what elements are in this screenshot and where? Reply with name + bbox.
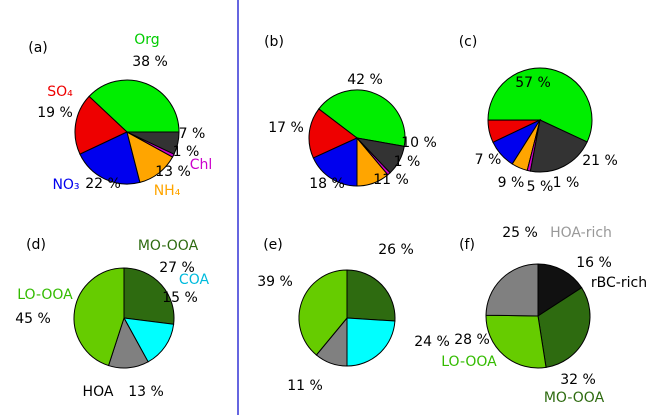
panel-label: (d) bbox=[26, 237, 46, 253]
value-label: 18 % bbox=[309, 176, 345, 192]
slice-name: COA bbox=[179, 272, 210, 288]
value-label: 7 % bbox=[475, 152, 502, 168]
pie-slice bbox=[487, 67, 593, 143]
pie-slice bbox=[123, 267, 175, 325]
value-label: 5 % bbox=[527, 179, 554, 195]
slice-name: NO₃ bbox=[52, 177, 79, 193]
panel-label: (a) bbox=[28, 40, 48, 56]
value-label: 24 % bbox=[414, 334, 450, 350]
value-label: 1 % bbox=[553, 175, 580, 191]
value-label: 25 % bbox=[502, 225, 538, 241]
slice-name: NH₄ bbox=[154, 183, 181, 199]
slice-name: HOA-rich bbox=[550, 225, 612, 241]
slice-name: HOA bbox=[83, 384, 114, 400]
slice-name: MO-OOA bbox=[544, 390, 605, 406]
value-label: 1 % bbox=[173, 144, 200, 160]
value-label: 21 % bbox=[582, 153, 618, 169]
pie-slice bbox=[318, 89, 406, 147]
pie-slice bbox=[355, 137, 405, 174]
slice-name: Org bbox=[134, 32, 159, 48]
panel-label: (e) bbox=[263, 237, 283, 253]
pie-slice bbox=[312, 137, 358, 187]
pie-slice bbox=[298, 269, 348, 356]
pie-slice bbox=[537, 263, 583, 317]
pie-slice bbox=[346, 317, 396, 367]
value-label: 17 % bbox=[268, 120, 304, 136]
value-label: 27 % bbox=[159, 260, 195, 276]
value-label: 38 % bbox=[132, 54, 168, 70]
pie-slice bbox=[529, 119, 588, 173]
value-label: 45 % bbox=[15, 311, 51, 327]
panel-label: (b) bbox=[264, 34, 284, 50]
value-label: 11 % bbox=[287, 378, 323, 394]
slice-name: Chl bbox=[190, 157, 213, 173]
pie-slice bbox=[485, 314, 547, 369]
value-label: 13 % bbox=[128, 384, 164, 400]
value-label: 10 % bbox=[401, 135, 437, 151]
slice-name: LO-OOA bbox=[441, 354, 497, 370]
value-label: 7 % bbox=[179, 126, 206, 142]
slice-name: SO₄ bbox=[47, 84, 73, 100]
slice-name: MO-OOA bbox=[138, 238, 199, 254]
pie-slice bbox=[126, 131, 180, 155]
value-label: 13 % bbox=[155, 164, 191, 180]
value-label: 9 % bbox=[498, 175, 525, 191]
pie-slice bbox=[88, 79, 180, 133]
value-label: 57 % bbox=[515, 75, 551, 91]
value-label: 16 % bbox=[576, 255, 612, 271]
value-label: 22 % bbox=[85, 176, 121, 192]
pie-slice bbox=[485, 263, 539, 317]
slice-name: rBC-rich bbox=[591, 275, 647, 291]
pie-slice bbox=[74, 95, 128, 155]
panel-label: (f) bbox=[459, 237, 475, 253]
pie-slice bbox=[308, 108, 358, 159]
value-label: 19 % bbox=[37, 105, 73, 121]
value-label: 28 % bbox=[454, 332, 490, 348]
value-label: 32 % bbox=[560, 372, 596, 388]
value-label: 39 % bbox=[257, 274, 293, 290]
value-label: 1 % bbox=[394, 154, 421, 170]
value-label: 26 % bbox=[378, 242, 414, 258]
pie-slice bbox=[346, 269, 396, 322]
pie-slice bbox=[79, 131, 141, 185]
pie-slice bbox=[73, 267, 125, 367]
value-label: 15 % bbox=[162, 290, 198, 306]
value-label: 42 % bbox=[347, 72, 383, 88]
value-label: 11 % bbox=[373, 172, 409, 188]
slice-name: LO-OOA bbox=[17, 287, 73, 303]
panel-label: (c) bbox=[459, 34, 478, 50]
pie-slice bbox=[537, 287, 591, 368]
